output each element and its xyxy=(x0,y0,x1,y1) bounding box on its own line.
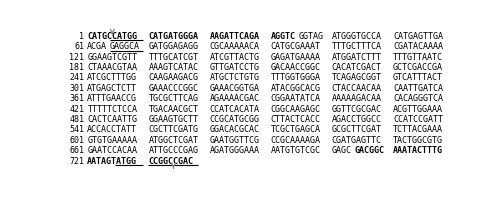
Text: AATAGTATGG: AATAGTATGG xyxy=(88,157,138,166)
Text: ATGGCTCGAT: ATGGCTCGAT xyxy=(148,136,198,145)
Text: GGTTCGCGAC: GGTTCGCGAC xyxy=(332,105,382,114)
Text: AAAGTCATAC: AAAGTCATAC xyxy=(148,63,198,72)
Text: 121: 121 xyxy=(69,53,84,62)
Text: GTCATTTACT: GTCATTTACT xyxy=(393,73,443,82)
Text: CACATCGACT: CACATCGACT xyxy=(332,63,382,72)
Text: CACTCAATTG: CACTCAATTG xyxy=(88,115,138,124)
Text: GCGCTTCGAT: GCGCTTCGAT xyxy=(332,125,382,134)
Text: GTTGATCCTG: GTTGATCCTG xyxy=(210,63,260,72)
Text: AAAAAGACAA: AAAAAGACAA xyxy=(332,94,382,103)
Text: GAGGCA: GAGGCA xyxy=(110,42,140,51)
Text: TCGCTGAGCA: TCGCTGAGCA xyxy=(270,125,320,134)
Text: GCTCGACCGA: GCTCGACCGA xyxy=(393,63,443,72)
Text: AGGTC: AGGTC xyxy=(270,32,295,41)
Text: TGACAACGCT: TGACAACGCT xyxy=(148,105,198,114)
Text: CCATCCGATT: CCATCCGATT xyxy=(393,115,443,124)
Text: CATGCGAAAT: CATGCGAAAT xyxy=(270,42,320,51)
Text: CGATGAGTTC: CGATGAGTTC xyxy=(332,136,382,145)
Text: TCAGAGCGGT: TCAGAGCGGT xyxy=(332,73,382,82)
Text: CTACCAACAA: CTACCAACAA xyxy=(332,84,382,93)
Text: GGAAGTCGTT: GGAAGTCGTT xyxy=(88,53,138,62)
Text: GAAACGGTGA: GAAACGGTGA xyxy=(210,84,260,93)
Text: CGGAATATCA: CGGAATATCA xyxy=(270,94,320,103)
Text: CTAAACGTAA: CTAAACGTAA xyxy=(88,63,138,72)
Text: AGACCTGGCC: AGACCTGGCC xyxy=(332,115,382,124)
Text: TTTGCTTTCA: TTTGCTTTCA xyxy=(332,42,382,51)
Text: CCGCATGCGG: CCGCATGCGG xyxy=(210,115,260,124)
Text: 541: 541 xyxy=(69,125,84,134)
Text: AGATGGGAAA: AGATGGGAAA xyxy=(210,146,260,155)
Text: ATTTGAACCG: ATTTGAACCG xyxy=(88,94,138,103)
Text: 361: 361 xyxy=(69,94,84,103)
Text: CAAGAAGACG: CAAGAAGACG xyxy=(148,73,198,82)
Text: 1: 1 xyxy=(79,32,84,41)
Text: GACGGC: GACGGC xyxy=(354,146,384,155)
Text: AGAAAACGAC: AGAAAACGAC xyxy=(210,94,260,103)
Text: CACAGGGTCA: CACAGGGTCA xyxy=(393,94,443,103)
Text: TTTGTTAATC: TTTGTTAATC xyxy=(393,53,443,62)
Text: 241: 241 xyxy=(69,73,84,82)
Text: ATGGGTGCCA: ATGGGTGCCA xyxy=(332,32,382,41)
Text: TCTTACGAAA: TCTTACGAAA xyxy=(393,125,443,134)
Text: ATCGCTTTGG: ATCGCTTTGG xyxy=(88,73,138,82)
Text: CCGGCCGAC: CCGGCCGAC xyxy=(148,157,194,166)
Text: ACCACCTATT: ACCACCTATT xyxy=(88,125,138,134)
Text: ATTGCCCGAG: ATTGCCCGAG xyxy=(148,146,198,155)
Text: GAATCCACAA: GAATCCACAA xyxy=(88,146,138,155)
Text: CATGAGTTGA: CATGAGTTGA xyxy=(393,32,443,41)
Text: 601: 601 xyxy=(69,136,84,145)
Text: CCATCACATA: CCATCACATA xyxy=(210,105,260,114)
Text: CGATACAAAA: CGATACAAAA xyxy=(393,42,443,51)
Text: CTTACTCACC: CTTACTCACC xyxy=(270,115,320,124)
Text: ACGA: ACGA xyxy=(88,42,108,51)
Text: ATGGATCTTT: ATGGATCTTT xyxy=(332,53,382,62)
Text: AAATACTTTG: AAATACTTTG xyxy=(393,146,443,155)
Text: 181: 181 xyxy=(69,63,84,72)
Text: 421: 421 xyxy=(69,105,84,114)
Text: ATCGTTACTG: ATCGTTACTG xyxy=(210,53,260,62)
Text: TTTTTCTCCA: TTTTTCTCCA xyxy=(88,105,138,114)
Text: CGCTTCGATG: CGCTTCGATG xyxy=(148,125,198,134)
Text: GAAACCCGGC: GAAACCCGGC xyxy=(148,84,198,93)
Text: TGCGCTTCAG: TGCGCTTCAG xyxy=(148,94,198,103)
Text: CGGCAAGAGC: CGGCAAGAGC xyxy=(270,105,320,114)
Text: 61: 61 xyxy=(74,42,84,51)
Text: ATACGGCACG: ATACGGCACG xyxy=(270,84,320,93)
Text: TTTGCATCGT: TTTGCATCGT xyxy=(148,53,198,62)
Text: GACAACCGGC: GACAACCGGC xyxy=(270,63,320,72)
Text: GAGATGAAAA: GAGATGAAAA xyxy=(270,53,320,62)
Text: CAATTGATCA: CAATTGATCA xyxy=(393,84,443,93)
Text: GATGGAGAGG: GATGGAGAGG xyxy=(148,42,198,51)
Text: TACTGGCGTG: TACTGGCGTG xyxy=(393,136,443,145)
Text: CCGCAAAAGA: CCGCAAAAGA xyxy=(270,136,320,145)
Text: GGTAG: GGTAG xyxy=(298,32,324,41)
Text: GAATGGTTCG: GAATGGTTCG xyxy=(210,136,260,145)
Text: GGAAGTGCTT: GGAAGTGCTT xyxy=(148,115,198,124)
Text: ATGAGCTCTT: ATGAGCTCTT xyxy=(88,84,138,93)
Text: AATGTGTCGC: AATGTGTCGC xyxy=(270,146,320,155)
Text: 481: 481 xyxy=(69,115,84,124)
Text: CATGCCATGG: CATGCCATGG xyxy=(88,32,138,41)
Text: 661: 661 xyxy=(69,146,84,155)
Text: GAGC: GAGC xyxy=(332,146,352,155)
Text: CATGATGGGA: CATGATGGGA xyxy=(148,32,198,41)
Text: ATGCTCTGTG: ATGCTCTGTG xyxy=(210,73,260,82)
Text: 301: 301 xyxy=(69,84,84,93)
Text: CGCAAAAACA: CGCAAAAACA xyxy=(210,42,260,51)
Text: 721: 721 xyxy=(69,157,84,166)
Text: TTTGGTGGGA: TTTGGTGGGA xyxy=(270,73,320,82)
Text: GGACACGCAC: GGACACGCAC xyxy=(210,125,260,134)
Text: AAGATTCAGA: AAGATTCAGA xyxy=(210,32,260,41)
Text: ACGTTGGAAA: ACGTTGGAAA xyxy=(393,105,443,114)
Text: GTGTGAAAAA: GTGTGAAAAA xyxy=(88,136,138,145)
